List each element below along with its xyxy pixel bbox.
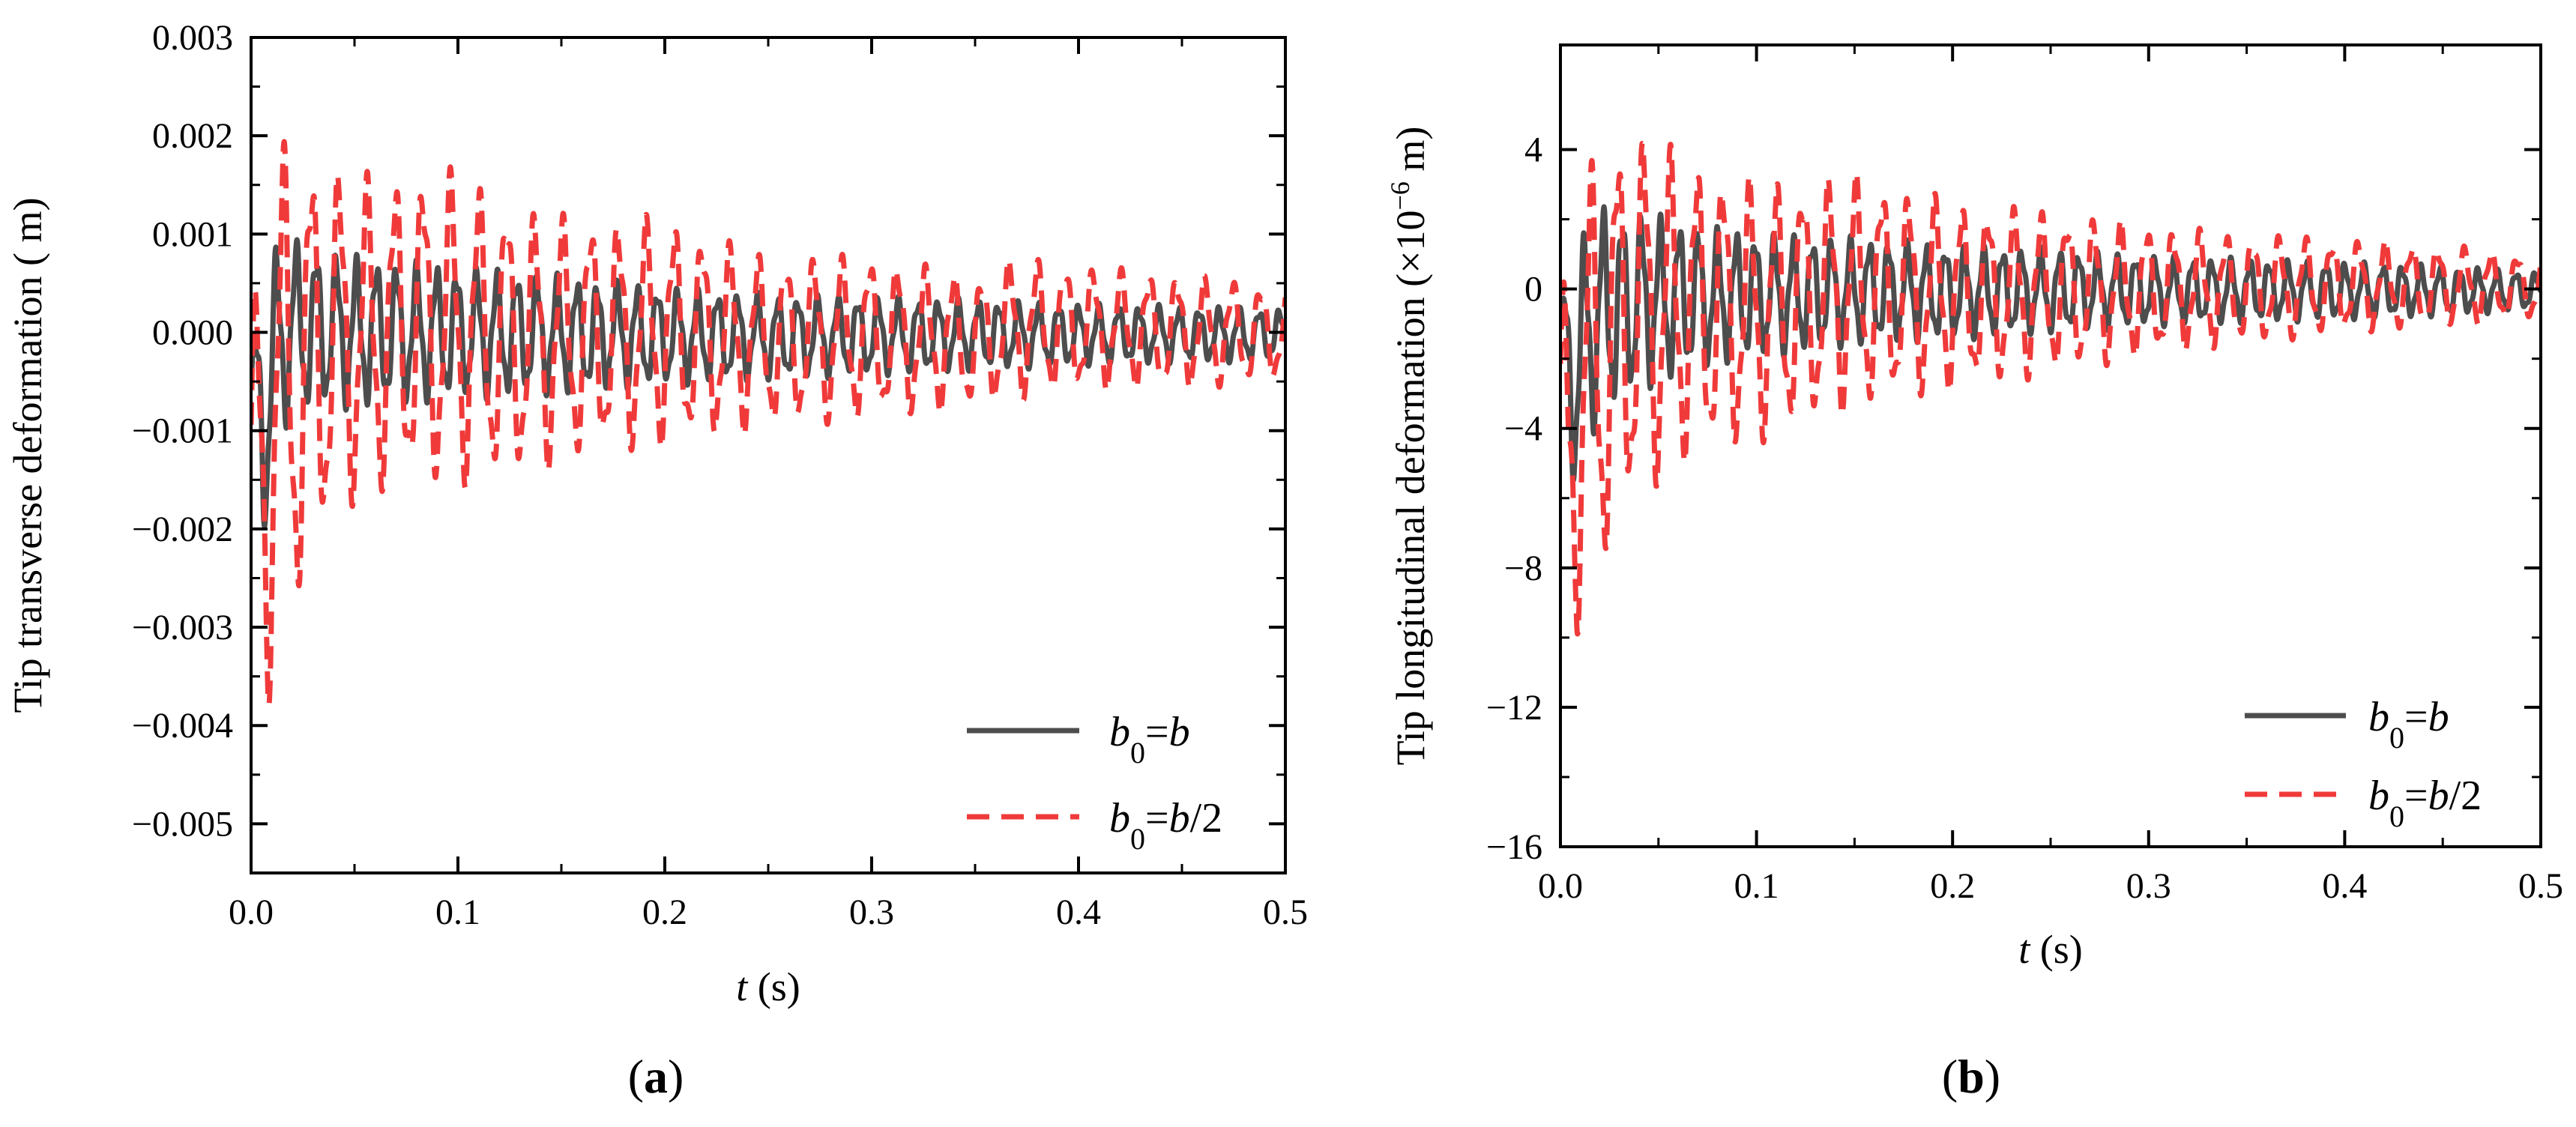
panel-label-letter: a <box>644 1050 668 1103</box>
x-axis-title: t (s) <box>2018 927 2083 972</box>
x-tick-label: 0.3 <box>849 892 894 932</box>
legend-text-part: 0 <box>1130 822 1145 856</box>
legend-text-part: b <box>1169 709 1190 755</box>
y-tick-label: 0 <box>1524 270 1542 309</box>
panel-label-close: ) <box>1985 1050 2000 1103</box>
y-axis-title-part: Tip transverse deformation ( m) <box>5 198 50 713</box>
legend-text-part: b <box>1109 795 1130 842</box>
y-tick-label: 0.001 <box>152 214 233 254</box>
chart-panel-b: 0.0 0.1 0.2 0.3 0.4 0.5 4 0 −4 −8 −12 −16 t (s) Tip l… <box>1385 43 2563 1103</box>
panel-label: (b) <box>1942 1050 2000 1103</box>
x-tick-label: 0.4 <box>2322 866 2367 906</box>
y-tick-label: 0.003 <box>152 18 233 58</box>
legend-label-solid: b0=b <box>1109 709 1190 770</box>
x-tick-label: 0.0 <box>1538 866 1583 906</box>
panel-label-open: ( <box>1942 1050 1958 1103</box>
x-tick-label: 0.4 <box>1056 892 1101 932</box>
legend-text-part: 0 <box>1130 736 1145 770</box>
y-tick-label: 4 <box>1524 130 1542 170</box>
legend-text-part: b <box>1169 795 1190 842</box>
y-axis-title-part: −6 <box>1385 181 1415 210</box>
y-tick-label: −0.004 <box>132 706 233 746</box>
x-axis-variable: t <box>736 964 749 1009</box>
panel-label: (a) <box>628 1050 684 1103</box>
x-tick-label: 0.1 <box>435 892 480 932</box>
y-tick-label: −8 <box>1504 549 1542 588</box>
y-axis-title: Tip transverse deformation ( m) <box>5 198 50 713</box>
legend-text-part: b <box>2368 694 2389 740</box>
legend-label-dashed: b0=b/2 <box>1109 795 1222 856</box>
y-axis-title-part: Tip longitudinal deformation (×10 <box>1388 210 1433 765</box>
legend-text-part: = <box>1145 795 1169 842</box>
y-tick-label: −0.005 <box>132 804 233 844</box>
y-tick-label: −16 <box>1486 827 1542 867</box>
panel-label-letter: b <box>1958 1050 1985 1103</box>
panel-label-open: ( <box>628 1050 644 1103</box>
chart-panel-a: 0.0 0.1 0.2 0.3 0.4 0.5 0.003 0.002 0.001 0.000 −0… <box>5 18 1308 1103</box>
x-axis-title: t (s) <box>736 964 800 1009</box>
y-tick-label: −0.003 <box>132 608 233 647</box>
y-tick-label: −0.001 <box>132 411 233 451</box>
panel-label-close: ) <box>668 1050 684 1103</box>
legend: b0=bb0=b/2 <box>2245 694 2482 833</box>
legend-text-part: = <box>2404 694 2428 740</box>
series-line-solid <box>251 237 1285 529</box>
y-tick-label: 0.002 <box>152 116 233 156</box>
y-tick-label: −0.002 <box>132 510 233 549</box>
legend-text-part: = <box>2404 773 2428 819</box>
y-axis-title: Tip longitudinal deformation (×10−6 m) <box>1385 127 1433 766</box>
legend-text-part: b <box>2428 694 2449 740</box>
legend-text-part: /2 <box>2449 773 2482 819</box>
y-tick-label: −12 <box>1486 688 1542 728</box>
legend-text-part: b <box>2368 773 2389 819</box>
legend-text-part: b <box>1109 709 1130 755</box>
legend-text-part: /2 <box>1190 795 1223 842</box>
x-axis-unit: (s) <box>2030 927 2082 972</box>
series-line-dashed <box>1560 141 2541 637</box>
legend-text-part: 0 <box>2389 721 2404 755</box>
x-tick-label: 0.2 <box>642 892 687 932</box>
y-axis-title-part: m) <box>1388 127 1433 182</box>
legend: b0=bb0=b/2 <box>967 709 1222 856</box>
x-axis-variable: t <box>2018 927 2031 972</box>
x-tick-label: 0.2 <box>1930 866 1975 906</box>
x-tick-label: 0.3 <box>2126 866 2171 906</box>
legend-text-part: = <box>1145 709 1169 755</box>
x-axis-unit: (s) <box>747 964 800 1009</box>
legend-text-part: b <box>2428 773 2449 819</box>
series-line-dashed <box>251 139 1285 707</box>
legend-label-dashed: b0=b/2 <box>2368 773 2482 833</box>
x-tick-label: 0.1 <box>1734 866 1779 906</box>
x-tick-label: 0.5 <box>2518 866 2563 906</box>
x-tick-label: 0.0 <box>229 892 274 932</box>
y-tick-label: 0.000 <box>152 313 233 353</box>
x-tick-label: 0.5 <box>1263 892 1308 932</box>
legend-label-solid: b0=b <box>2368 694 2449 755</box>
y-tick-label: −4 <box>1504 409 1542 449</box>
legend-text-part: 0 <box>2389 800 2404 833</box>
